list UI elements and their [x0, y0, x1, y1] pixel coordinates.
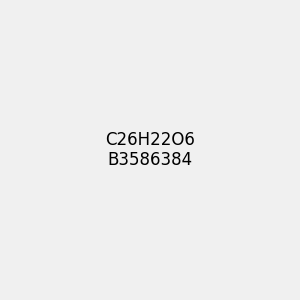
- Text: C26H22O6
B3586384: C26H22O6 B3586384: [105, 130, 195, 170]
